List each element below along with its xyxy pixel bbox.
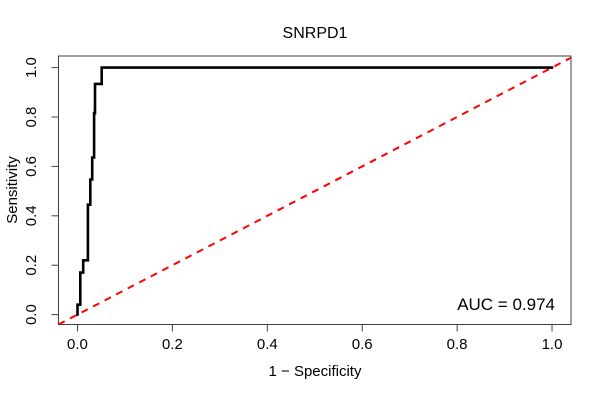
auc-annotation: AUC = 0.974 [457, 295, 555, 314]
roc-curve [76, 66, 554, 316]
y-tick-label: 0.8 [23, 107, 40, 128]
chart-title: SNRPD1 [283, 25, 348, 42]
y-tick-label: 1.0 [23, 57, 40, 78]
x-axis-label: 1 − Specificity [269, 363, 362, 380]
y-axis-ticks: 0.0 0.2 0.4 0.6 0.8 1.0 [23, 57, 59, 325]
x-axis-ticks: 0.0 0.2 0.4 0.6 0.8 1.0 [67, 324, 563, 353]
y-tick-label: 0.0 [23, 304, 40, 325]
y-tick-label: 0.6 [23, 156, 40, 177]
x-tick-label: 0.8 [447, 336, 468, 353]
x-tick-label: 0.4 [257, 336, 278, 353]
plot-frame [58, 55, 572, 325]
x-tick-label: 0.6 [352, 336, 373, 353]
y-tick-label: 0.4 [23, 205, 40, 226]
y-tick-label: 0.2 [23, 255, 40, 276]
x-tick-label: 0.0 [67, 336, 88, 353]
x-tick-label: 0.2 [162, 336, 183, 353]
chance-diagonal-line [58, 56, 572, 326]
y-axis-label: Sensitivity [4, 156, 21, 224]
x-tick-label: 1.0 [542, 336, 563, 353]
